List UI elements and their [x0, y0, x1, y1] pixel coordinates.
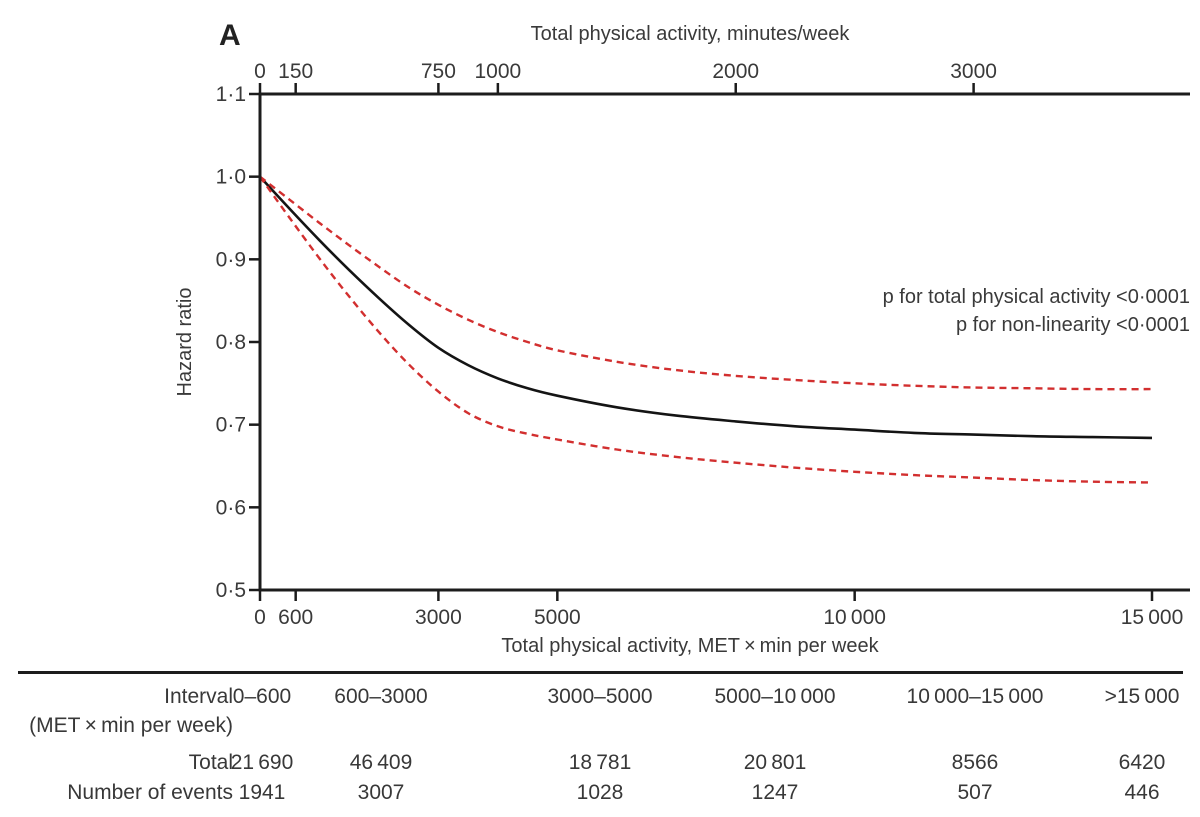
bottom-tick-label: 600 [278, 606, 313, 629]
table-row-interval-units: (MET × min per week) [0, 713, 1200, 739]
table-cell-events: 3007 [357, 781, 405, 804]
bottom-axis-ticks: 0 600 3000 5000 10 000 15 000 [254, 590, 1183, 629]
y-tick-label: 0·8 [216, 331, 246, 354]
table-cell-total: 8566 [951, 751, 999, 774]
table-col-header: 10 000–15 000 [906, 685, 1044, 708]
y-axis-ticks: 1·1 1·0 0·9 0·8 0·7 0·6 0·5 [216, 83, 260, 602]
y-tick-label: 1·0 [216, 166, 246, 189]
top-axis-ticks: 0 150 750 1000 2000 3000 [254, 60, 997, 94]
table-cell-total: 21 690 [230, 751, 294, 774]
p-value-nonlinearity: p for non-linearity <0·0001 [956, 314, 1190, 336]
table-cell-events: 507 [957, 781, 993, 804]
bottom-tick-label: 3000 [415, 606, 462, 629]
table-cell-total: 20 801 [743, 751, 807, 774]
table-cell-events: 1247 [751, 781, 799, 804]
table-cell-total: 18 781 [568, 751, 632, 774]
table-col-header: >15 000 [1104, 685, 1180, 708]
top-tick-label: 3000 [950, 60, 997, 83]
top-tick-label: 750 [421, 60, 456, 83]
table-top-rule [18, 671, 1183, 674]
table-row-label: (MET × min per week) [29, 714, 233, 737]
table-row-label: Number of events [67, 781, 233, 804]
p-value-total-activity: p for total physical activity <0·0001 [883, 286, 1190, 308]
hazard-ratio-curve [259, 175, 1153, 440]
table-row-label: Total [188, 751, 233, 774]
table-col-header: 5000–10 000 [714, 685, 836, 708]
top-axis-title: Total physical activity, minutes/week [531, 23, 851, 45]
curves [259, 175, 1153, 484]
top-tick-label: 0 [254, 60, 266, 83]
top-tick-label: 150 [278, 60, 313, 83]
table-row-interval: Interval 0–600 600–3000 3000–5000 5000–1… [0, 684, 1200, 710]
table-cell-total: 6420 [1118, 751, 1166, 774]
y-tick-label: 0·6 [216, 496, 246, 519]
bottom-axis-title: Total physical activity, MET × min per w… [501, 635, 879, 657]
table-cell-total: 46 409 [349, 751, 413, 774]
y-tick-label: 0·5 [216, 579, 246, 602]
table-row-label: Interval [164, 685, 233, 708]
table-cell-events: 446 [1124, 781, 1160, 804]
table-row-total: Total 21 690 46 409 18 781 20 801 8566 6… [0, 750, 1200, 776]
lower-95-ci-curve [259, 175, 1153, 484]
hazard-ratio-chart: A Total physical activity, minutes/week … [174, 19, 1190, 657]
y-tick-label: 0·7 [216, 414, 246, 437]
upper-95-ci-curve [259, 175, 1153, 391]
top-tick-label: 1000 [475, 60, 522, 83]
bottom-tick-label: 10 000 [823, 606, 886, 629]
table-cell-events: 1941 [238, 781, 286, 804]
y-tick-label: 0·9 [216, 248, 246, 271]
table-col-header: 3000–5000 [547, 685, 653, 708]
y-tick-label: 1·1 [216, 83, 246, 106]
table-col-header: 600–3000 [334, 685, 428, 708]
panel-label: A [219, 19, 241, 52]
bottom-tick-label: 15 000 [1121, 606, 1184, 629]
bottom-tick-label: 5000 [534, 606, 581, 629]
bottom-tick-label: 0 [254, 606, 266, 629]
y-axis-title: Hazard ratio [174, 288, 196, 397]
table-cell-events: 1028 [576, 781, 624, 804]
top-tick-label: 2000 [712, 60, 759, 83]
table-row-events: Number of events 1941 3007 1028 1247 507… [0, 780, 1200, 806]
table-col-header: 0–600 [232, 685, 292, 708]
